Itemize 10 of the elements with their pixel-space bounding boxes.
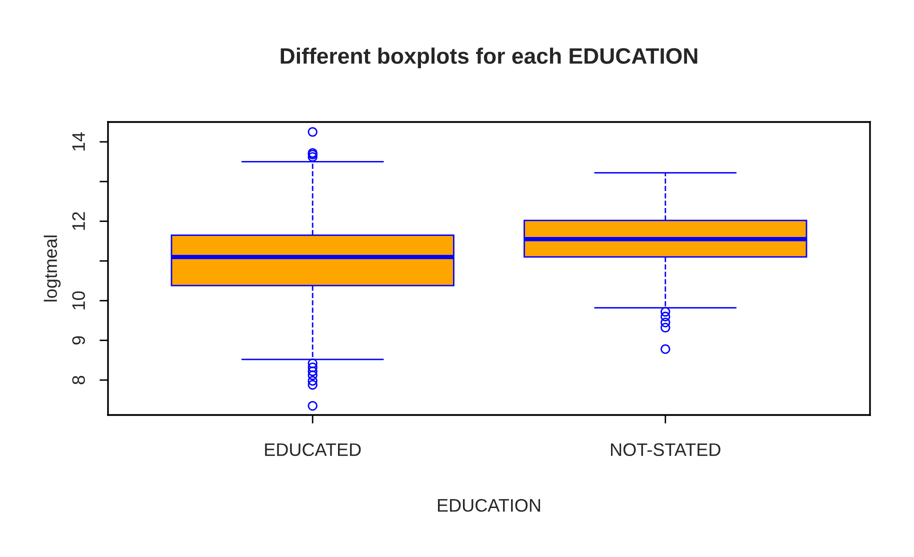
- y-tick-label: 10: [72, 291, 85, 310]
- chart-title: Different boxplots for each EDUCATION: [280, 48, 698, 68]
- x-tick-label: NOT-STATED: [611, 443, 720, 456]
- y-tick-label: 8: [72, 376, 85, 384]
- y-tick-label: 12: [72, 212, 85, 230]
- x-tick-label: EDUCATED: [265, 443, 361, 456]
- x-axis-title: EDUCATION: [438, 498, 540, 512]
- y-tick-label: 9: [72, 336, 85, 345]
- y-axis-title: logtmeal: [44, 236, 61, 302]
- y-tick-label: 14: [72, 132, 85, 151]
